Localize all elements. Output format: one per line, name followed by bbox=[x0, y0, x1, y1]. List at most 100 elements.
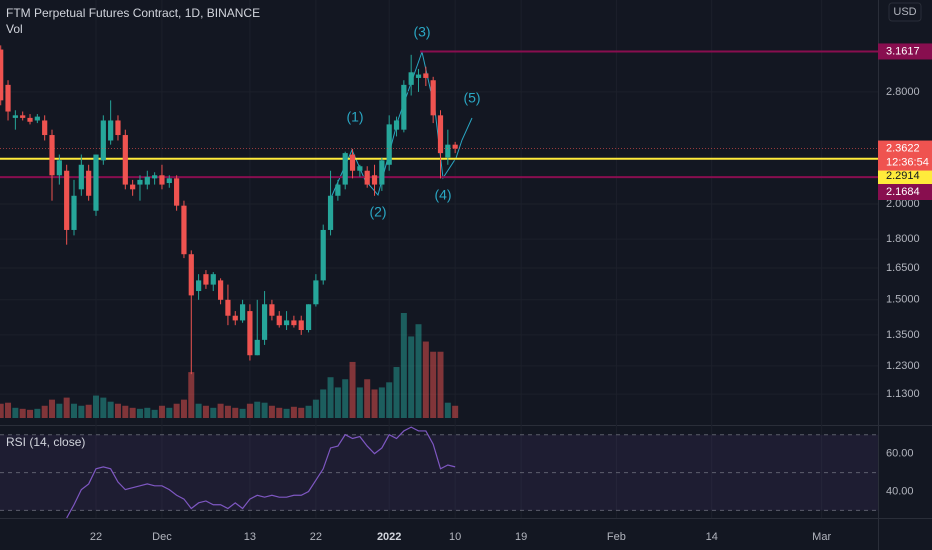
volume-bar bbox=[408, 336, 415, 418]
volume-bar bbox=[71, 403, 77, 418]
candle-body bbox=[137, 179, 143, 185]
volume-bar bbox=[41, 405, 48, 418]
volume-bar bbox=[444, 402, 451, 418]
y-tick-label: 1.3500 bbox=[886, 329, 920, 341]
candle-body bbox=[291, 320, 297, 326]
candle-body bbox=[181, 205, 187, 255]
volume-bar bbox=[349, 361, 356, 418]
x-tick-label: Feb bbox=[607, 531, 626, 543]
candle-body bbox=[34, 116, 40, 121]
volume-bar bbox=[415, 324, 422, 418]
currency-box[interactable] bbox=[888, 2, 922, 22]
volume-bar bbox=[180, 399, 187, 418]
candle-body bbox=[335, 184, 341, 196]
candle-body bbox=[276, 315, 282, 326]
candle-body bbox=[298, 320, 304, 330]
volume-bar bbox=[371, 389, 378, 418]
candle-body bbox=[166, 178, 172, 184]
volume-bar bbox=[232, 407, 239, 418]
candle-body bbox=[86, 170, 92, 196]
volume-bar bbox=[312, 399, 319, 418]
volume-bar bbox=[188, 372, 195, 418]
volume-bar bbox=[261, 402, 268, 418]
volume-bar bbox=[107, 401, 114, 418]
y-tick-label: 2.0000 bbox=[886, 198, 920, 210]
candle-body bbox=[42, 120, 48, 136]
volume-bar bbox=[56, 403, 63, 418]
rsi-line bbox=[66, 426, 456, 519]
volume-bar bbox=[49, 399, 56, 418]
volume-bar bbox=[364, 379, 371, 418]
candle-body bbox=[379, 160, 385, 185]
chart-title: FTM Perpetual Futures Contract, 1D, BINA… bbox=[6, 6, 260, 20]
volume-bar bbox=[437, 351, 444, 418]
volume-bar bbox=[400, 313, 407, 418]
rsi-tick-label: 60.00 bbox=[886, 448, 914, 460]
candle-body bbox=[49, 135, 55, 176]
volume-bar bbox=[12, 407, 19, 418]
volume-bar bbox=[122, 405, 129, 418]
volume-bar bbox=[378, 387, 385, 418]
candle-body bbox=[159, 175, 165, 185]
candle-body bbox=[313, 280, 319, 305]
volume-bar bbox=[422, 341, 429, 418]
level-label-box bbox=[878, 184, 932, 200]
volume-label: Vol bbox=[6, 22, 23, 36]
volume-bar bbox=[452, 405, 459, 418]
x-tick-label: 22 bbox=[90, 531, 102, 543]
candle-body bbox=[261, 304, 268, 340]
candle-body bbox=[423, 73, 429, 78]
last-price-box bbox=[878, 140, 932, 171]
candle-body bbox=[430, 80, 436, 116]
candle-body bbox=[371, 175, 378, 185]
candle-body bbox=[56, 160, 62, 176]
currency[interactable]: USD bbox=[893, 6, 916, 18]
volume-bar bbox=[290, 406, 297, 418]
y-tick-label: 1.1300 bbox=[886, 388, 920, 400]
candle-body bbox=[408, 72, 414, 85]
volume-bar bbox=[166, 407, 173, 418]
volume-bar bbox=[92, 395, 99, 418]
candle-body bbox=[445, 144, 451, 158]
x-tick-label: 13 bbox=[244, 531, 256, 543]
wave-label: (1) bbox=[346, 109, 363, 125]
volume-bar bbox=[217, 403, 224, 418]
candle-body bbox=[78, 164, 84, 190]
x-tick-label: 14 bbox=[706, 531, 718, 543]
candle-body bbox=[357, 166, 363, 171]
volume-bar bbox=[78, 405, 85, 418]
level-label-box bbox=[878, 168, 932, 184]
volume-bar bbox=[173, 403, 180, 418]
volume-bar bbox=[195, 403, 202, 418]
candle-body bbox=[393, 120, 400, 130]
volume-bar bbox=[246, 403, 253, 418]
candle-body bbox=[218, 280, 224, 300]
candle-body bbox=[196, 280, 202, 292]
candle-body bbox=[203, 274, 209, 285]
candle-body bbox=[386, 124, 392, 165]
x-tick-label: Mar bbox=[812, 531, 831, 543]
volume-bar bbox=[202, 405, 209, 418]
wave-label: (3) bbox=[413, 24, 430, 40]
candle-body bbox=[437, 115, 444, 154]
candle-body bbox=[64, 170, 70, 230]
volume-bar bbox=[5, 402, 12, 418]
volume-bar bbox=[283, 408, 290, 418]
volume-bar bbox=[129, 407, 136, 418]
volume-bar bbox=[210, 407, 217, 418]
x-tick-label: 2022 bbox=[377, 531, 401, 543]
volume-bar bbox=[136, 408, 143, 418]
last-price-label: 2.3622 bbox=[886, 142, 920, 154]
volume-bar bbox=[356, 387, 363, 418]
x-tick-label: 19 bbox=[515, 531, 527, 543]
x-tick-label: Dec bbox=[152, 531, 172, 543]
wave-label: (2) bbox=[369, 204, 386, 220]
candle-body bbox=[188, 254, 194, 296]
volume-bar bbox=[19, 408, 26, 418]
candle-body bbox=[5, 84, 11, 112]
candle-body bbox=[239, 304, 246, 321]
candle-body bbox=[20, 115, 26, 118]
